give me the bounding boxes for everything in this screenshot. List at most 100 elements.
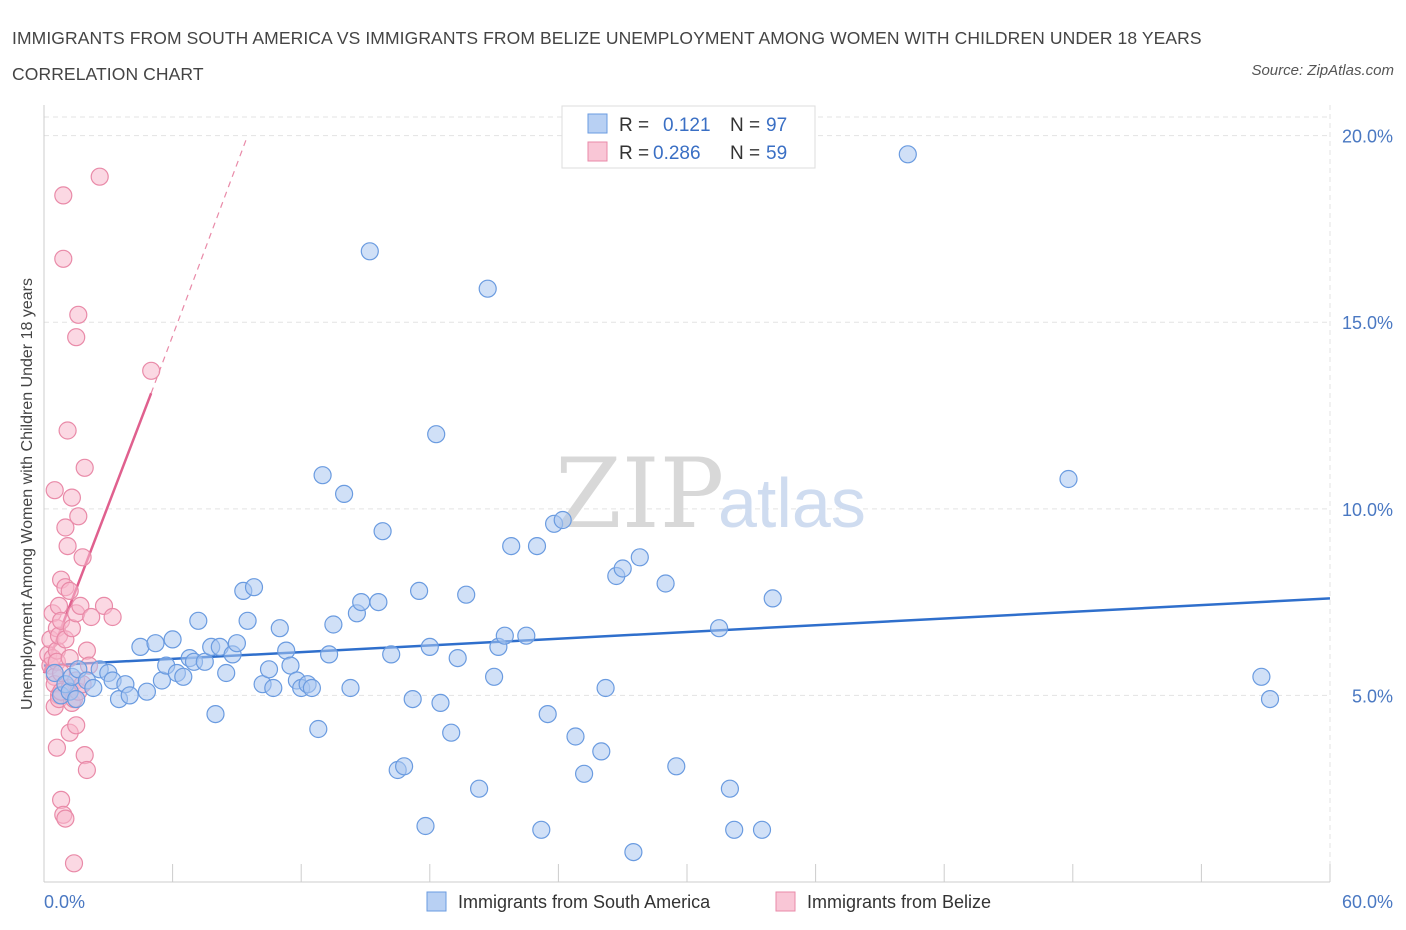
legend-r-value-south-america: 0.121 — [663, 115, 711, 136]
south-america-point-87 — [624, 842, 643, 862]
legend-r-value-belize: 0.286 — [653, 143, 701, 164]
south-america-point-28 — [206, 704, 225, 724]
chart-title: IMMIGRANTS FROM SOUTH AMERICA VS IMMIGRA… — [12, 28, 1202, 84]
bottom-legend-label-south-america: Immigrants from South America — [458, 892, 711, 912]
bottom-legend-swatch-belize — [775, 891, 796, 912]
south-america-point-59 — [395, 757, 414, 776]
south-america-point-40 — [277, 641, 296, 660]
south-america-point-91 — [709, 619, 729, 638]
south-america-point-95 — [763, 589, 782, 608]
axes — [43, 105, 1331, 883]
belize-point-29 — [58, 421, 77, 440]
south-america-point-69 — [470, 779, 489, 798]
south-america-point-0 — [45, 663, 64, 683]
top-legend: R = 0.121 N = 97 R = 0.286 N = 59 — [561, 105, 816, 169]
south-america-point-49 — [324, 615, 343, 634]
legend-swatch-belize — [587, 141, 608, 162]
south-america-point-89 — [656, 574, 675, 593]
south-america-point-94 — [752, 820, 772, 839]
south-america-point-88 — [630, 548, 649, 567]
legend-n-label-south-america: N = — [730, 115, 760, 136]
south-america-point-92 — [720, 779, 740, 798]
south-america-point-86 — [613, 559, 632, 578]
south-america-point-17 — [146, 634, 165, 653]
south-america-point-15 — [131, 637, 150, 657]
legend-swatch-south-america — [587, 113, 608, 134]
y-tick-label-0: 5.0% — [1352, 686, 1393, 706]
south-america-point-38 — [264, 678, 283, 698]
legend-n-value-belize: 59 — [766, 143, 787, 164]
south-america-point-73 — [495, 626, 514, 645]
legend-n-value-south-america: 97 — [766, 115, 787, 136]
south-america-point-25 — [189, 611, 208, 630]
belize-point-28 — [56, 809, 75, 828]
belize-point-55 — [82, 607, 101, 627]
south-america-point-18 — [152, 671, 171, 690]
belize-point-53 — [77, 760, 97, 780]
belize-point-13 — [49, 596, 69, 616]
y-tick-label-1: 10.0% — [1342, 500, 1393, 520]
belize-point-48 — [73, 548, 92, 567]
x-tick-label-min: 0.0% — [44, 892, 85, 912]
watermark-zip: ZIP — [555, 438, 724, 550]
south-america-point-74 — [502, 536, 521, 556]
south-america-point-50 — [335, 484, 354, 503]
south-america-point-97 — [1059, 469, 1078, 489]
south-america-point-99 — [1260, 689, 1280, 709]
bottom-legend: Immigrants from South America Immigrants… — [426, 891, 991, 912]
south-america-point-83 — [592, 742, 611, 761]
chart-source: Source: ZipAtlas.com — [1251, 62, 1394, 79]
south-america-point-53 — [352, 592, 371, 612]
south-america-point-90 — [667, 757, 686, 776]
south-america-point-35 — [244, 578, 264, 597]
south-america-point-63 — [420, 637, 439, 657]
south-america-point-61 — [410, 581, 429, 601]
belize-point-27 — [56, 518, 75, 537]
x-tick-label-max: 60.0% — [1342, 892, 1393, 912]
south-america-point-96 — [898, 145, 917, 164]
south-america-point-98 — [1252, 667, 1271, 686]
belize-point-59 — [142, 361, 161, 380]
belize-point-8 — [45, 481, 64, 500]
south-america-point-37 — [259, 660, 279, 679]
south-america-point-32 — [227, 634, 246, 653]
belize-point-52 — [77, 641, 97, 660]
watermark-atlas: atlas — [718, 464, 866, 542]
south-america-point-84 — [596, 678, 615, 698]
belize-point-44 — [69, 305, 88, 324]
south-america-point-8 — [84, 678, 103, 698]
south-america-point-75 — [517, 626, 536, 645]
south-america-point-51 — [341, 678, 360, 698]
south-america-point-45 — [302, 678, 321, 698]
y-tick-labels: 5.0% 10.0% 15.0% 20.0% — [1342, 127, 1393, 707]
south-america-point-57 — [382, 645, 401, 664]
belize-point-39 — [64, 854, 84, 873]
belize-point-12 — [47, 738, 67, 757]
south-america-point-60 — [403, 689, 422, 709]
south-america-point-93 — [725, 820, 744, 839]
south-america-point-48 — [320, 645, 339, 664]
south-america-point-54 — [360, 242, 379, 261]
legend-n-label-belize: N = — [730, 143, 760, 164]
south-america-point-65 — [431, 693, 450, 713]
data-points — [39, 145, 1280, 873]
south-america-point-62 — [416, 816, 435, 836]
trend-line-south-america — [43, 597, 1331, 667]
south-america-point-77 — [532, 820, 551, 839]
y-axis-label: Unemployment Among Women with Children U… — [19, 278, 36, 710]
belize-point-51 — [75, 745, 94, 765]
south-america-point-76 — [527, 536, 547, 556]
south-america-point-80 — [553, 510, 572, 530]
south-america-point-81 — [566, 727, 585, 746]
south-america-point-14 — [120, 686, 139, 705]
belize-point-30 — [58, 536, 77, 556]
bottom-legend-label-belize: Immigrants from Belize — [807, 892, 991, 912]
belize-point-58 — [103, 607, 122, 627]
belize-point-22 — [54, 186, 73, 205]
south-america-point-70 — [478, 279, 497, 298]
south-america-point-34 — [238, 611, 257, 630]
bottom-legend-swatch-south-america — [426, 891, 447, 912]
south-america-point-39 — [270, 619, 289, 638]
south-america-point-78 — [538, 704, 557, 724]
